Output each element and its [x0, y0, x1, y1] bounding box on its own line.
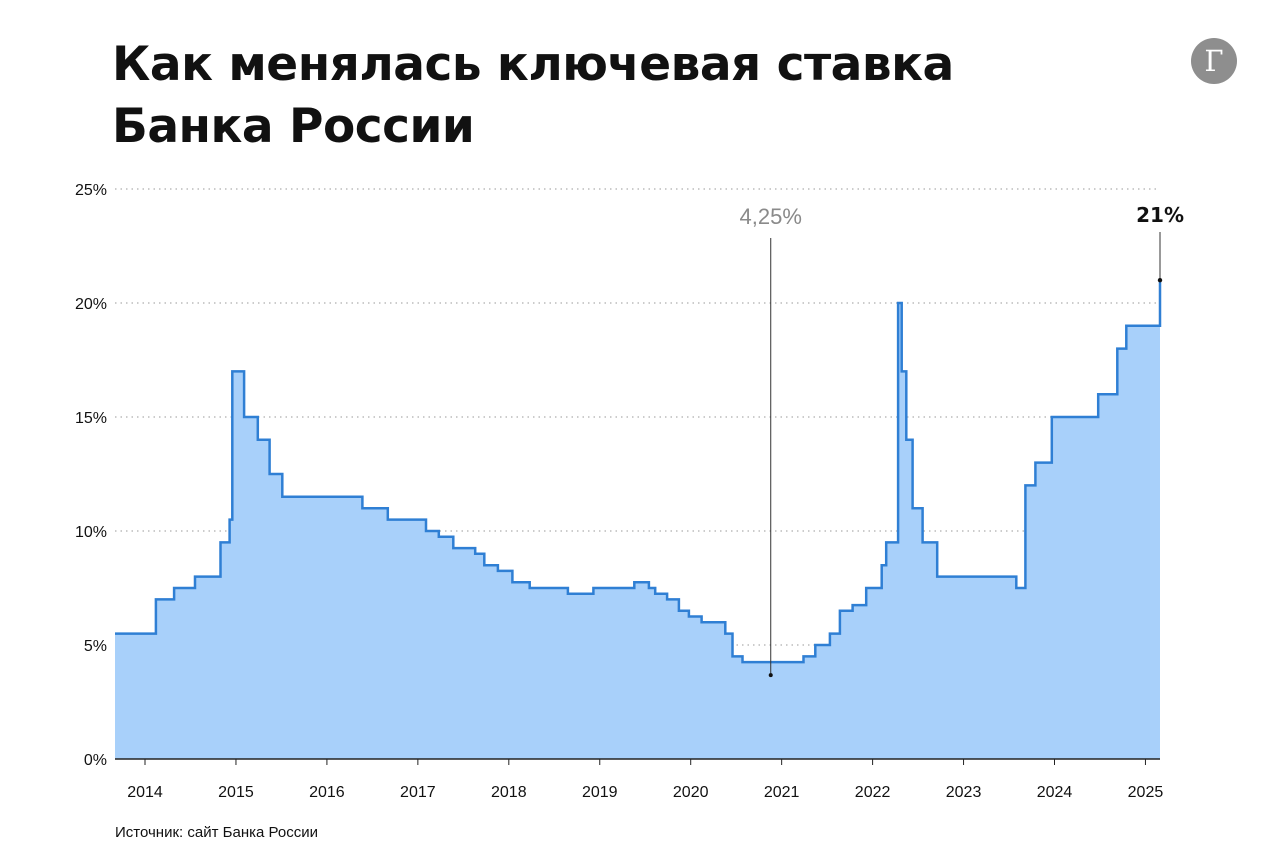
y-tick-label-5: 25%	[75, 182, 107, 199]
x-axis: 2014 2015 2016 2017 2018 2019 2020 2021 2022 2023…	[115, 758, 1164, 801]
x-tick-label-2023: 2023	[946, 784, 982, 801]
annotation-min-dot	[768, 673, 773, 678]
x-tick-label-2015: 2015	[218, 784, 254, 801]
chart-title-line-2: Банка России	[112, 99, 475, 154]
y-tick-label-1: 5%	[84, 638, 107, 655]
y-tick-label-0: 0%	[84, 752, 107, 769]
annotations: 4,25% 21%	[740, 203, 1184, 678]
chart-title-line-1: Как менялась ключевая ставка	[112, 37, 954, 92]
y-tick-label-4: 20%	[75, 296, 107, 313]
y-tick-label-3: 15%	[75, 410, 107, 427]
x-tick-label-2019: 2019	[582, 784, 618, 801]
annotation-current-label: 21%	[1136, 203, 1184, 227]
x-tick-label-2016: 2016	[309, 784, 345, 801]
x-tick-label-2020: 2020	[673, 784, 709, 801]
y-axis-ticks: 0% 5% 10% 15% 20% 25%	[75, 182, 107, 769]
x-tick-label-2018: 2018	[491, 784, 527, 801]
x-tick-label-2017: 2017	[400, 784, 436, 801]
rate-area-fill	[115, 280, 1160, 759]
source-note: Источник: сайт Банка России	[115, 824, 318, 841]
x-tick-label-2022: 2022	[855, 784, 891, 801]
annotation-current-dot	[1157, 278, 1163, 283]
x-tick-label-2014: 2014	[127, 784, 163, 801]
chart-title: Как менялась ключевая ставка Банка Росси…	[112, 34, 1112, 158]
x-tick-label-2025: 2025	[1128, 784, 1164, 801]
annotation-min-label: 4,25%	[740, 204, 802, 229]
y-tick-label-2: 10%	[75, 524, 107, 541]
publisher-logo: Г	[1191, 38, 1237, 84]
x-tick-label-2024: 2024	[1037, 784, 1073, 801]
rate-step-line	[115, 280, 1162, 664]
x-tick-label-2021: 2021	[764, 784, 800, 801]
